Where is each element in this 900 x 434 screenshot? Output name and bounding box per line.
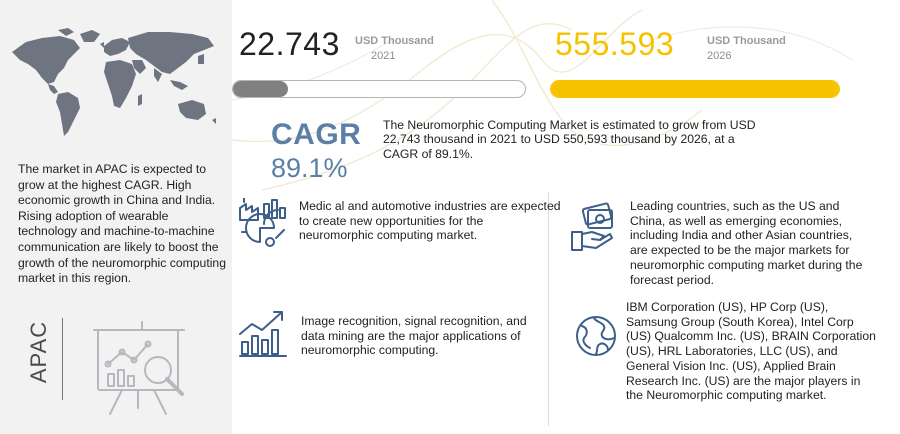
market-2026-year: 2026 <box>707 50 732 62</box>
globe-icon <box>576 316 616 356</box>
insight-3-text: Image recognition, signal recognition, a… <box>301 314 527 358</box>
market-2026-value: 555.593 <box>555 26 675 62</box>
analytics-board-icon <box>93 321 185 415</box>
growth-chart-icon <box>239 311 287 357</box>
world-map-icon <box>12 28 216 136</box>
insight-4-text: IBM Corporation (US), HP Corp (US), Sams… <box>626 300 876 403</box>
region-divider <box>62 318 63 400</box>
insight-2-text: Leading countries, such as the US and Ch… <box>630 199 863 287</box>
market-2021-unit: USD Thousand <box>355 35 434 47</box>
market-2021-bar <box>232 80 526 98</box>
cagr-value: 89.1% <box>271 153 348 183</box>
industry-chart-icon <box>239 198 286 247</box>
market-2021-year: 2021 <box>371 50 396 62</box>
market-2021-value: 22.743 <box>239 26 340 62</box>
market-2021-bar-fill <box>233 81 289 97</box>
insight-1-text: Medic al and automotive industries are e… <box>299 199 561 243</box>
cagr-label: CAGR <box>271 118 362 151</box>
region-label: APAC <box>26 320 51 384</box>
money-hand-icon <box>571 202 613 251</box>
region-description: The market in APAC is expected to grow a… <box>18 162 226 286</box>
cagr-summary: The Neuromorphic Computing Market is est… <box>383 118 756 161</box>
market-2026-unit: USD Thousand <box>707 35 786 47</box>
left-panel: The market in APAC is expected to grow a… <box>0 0 232 434</box>
column-divider <box>548 192 549 426</box>
market-2026-bar <box>550 80 840 98</box>
market-2026-bar-fill <box>551 81 839 97</box>
